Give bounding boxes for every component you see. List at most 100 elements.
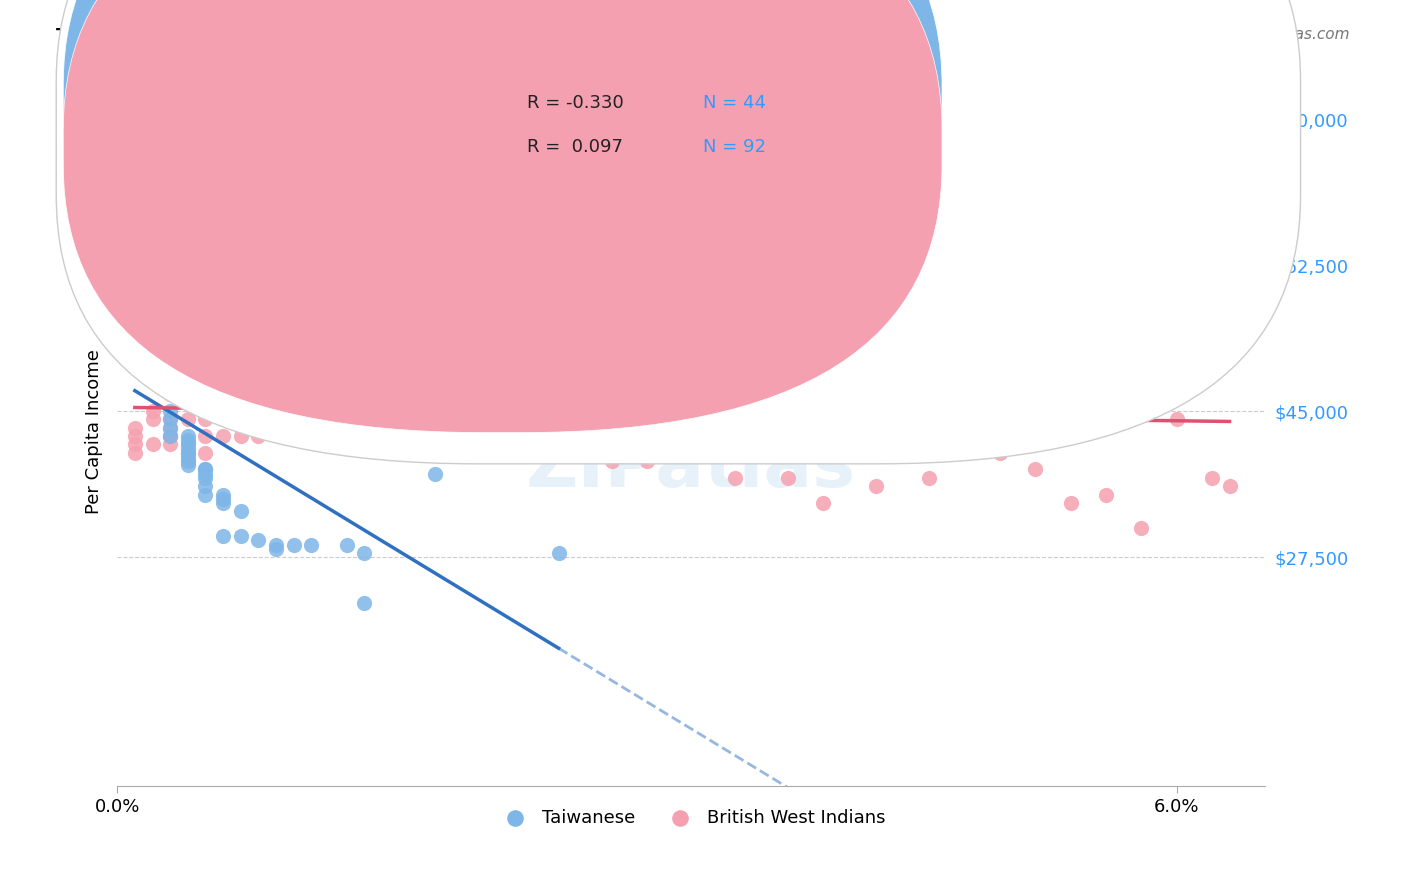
Point [813, 496, 835, 510]
Point [600, 454, 623, 468]
Point [283, 387, 305, 401]
Text: R = -0.330: R = -0.330 [527, 94, 624, 112]
Point [212, 529, 235, 543]
Point [177, 412, 200, 426]
Point [247, 396, 270, 410]
Point [264, 538, 287, 552]
Point [212, 387, 235, 401]
Point [865, 479, 887, 493]
Point [547, 404, 569, 418]
Point [212, 412, 235, 426]
Point [159, 429, 181, 443]
Point [159, 437, 181, 451]
Point [229, 404, 252, 418]
Text: R =  0.097: R = 0.097 [527, 138, 623, 156]
Point [1059, 496, 1081, 510]
Point [636, 454, 658, 468]
Point [477, 429, 499, 443]
Point [247, 429, 270, 443]
Point [1166, 412, 1188, 426]
Point [283, 538, 305, 552]
Point [283, 362, 305, 376]
Point [159, 379, 181, 393]
Point [177, 450, 200, 464]
Point [141, 370, 163, 384]
Point [141, 195, 163, 210]
Point [194, 345, 217, 359]
Point [194, 479, 217, 493]
Point [264, 412, 287, 426]
Point [194, 404, 217, 418]
Point [124, 175, 146, 189]
Point [336, 538, 359, 552]
Text: N = 92: N = 92 [703, 138, 766, 156]
Point [212, 487, 235, 501]
Point [159, 379, 181, 393]
Point [813, 195, 835, 210]
Point [212, 429, 235, 443]
Point [141, 345, 163, 359]
Point [124, 170, 146, 185]
Point [918, 245, 941, 260]
Point [582, 446, 605, 460]
Point [159, 412, 181, 426]
Point [547, 304, 569, 318]
Point [1130, 521, 1153, 535]
Point [194, 487, 217, 501]
Point [124, 429, 146, 443]
Point [177, 437, 200, 451]
Point [264, 396, 287, 410]
Text: TAIWANESE VS BRITISH WEST INDIAN PER CAPITA INCOME CORRELATION CHART: TAIWANESE VS BRITISH WEST INDIAN PER CAP… [56, 27, 868, 45]
Point [194, 467, 217, 481]
Point [159, 412, 181, 426]
Point [318, 412, 340, 426]
Point [141, 237, 163, 252]
Point [177, 446, 200, 460]
Point [194, 429, 217, 443]
Point [124, 446, 146, 460]
Point [247, 362, 270, 376]
Point [1201, 471, 1223, 485]
Point [141, 362, 163, 376]
Point [1095, 487, 1118, 501]
Point [229, 529, 252, 543]
Point [353, 596, 375, 610]
Point [177, 454, 200, 468]
Point [1024, 462, 1046, 476]
Point [177, 454, 200, 468]
Point [423, 412, 446, 426]
Point [299, 404, 322, 418]
Point [159, 362, 181, 376]
Point [194, 412, 217, 426]
Point [988, 446, 1011, 460]
Point [177, 429, 200, 443]
Point [194, 362, 217, 376]
Point [353, 421, 375, 435]
Point [194, 462, 217, 476]
Point [565, 437, 588, 451]
Point [124, 421, 146, 435]
Point [159, 429, 181, 443]
Point [1024, 254, 1046, 268]
Point [141, 404, 163, 418]
Point [159, 387, 181, 401]
Point [441, 421, 464, 435]
Point [177, 379, 200, 393]
Point [212, 491, 235, 506]
Point [918, 471, 941, 485]
Point [299, 421, 322, 435]
Point [141, 345, 163, 359]
Point [229, 412, 252, 426]
Point [159, 429, 181, 443]
Point [299, 379, 322, 393]
Legend: Taiwanese, British West Indians: Taiwanese, British West Indians [489, 802, 893, 834]
Point [141, 320, 163, 334]
Point [177, 396, 200, 410]
Y-axis label: Per Capita Income: Per Capita Income [86, 350, 103, 515]
Point [724, 471, 747, 485]
Point [177, 458, 200, 473]
Point [194, 446, 217, 460]
Point [177, 434, 200, 448]
Point [247, 379, 270, 393]
Point [264, 541, 287, 556]
